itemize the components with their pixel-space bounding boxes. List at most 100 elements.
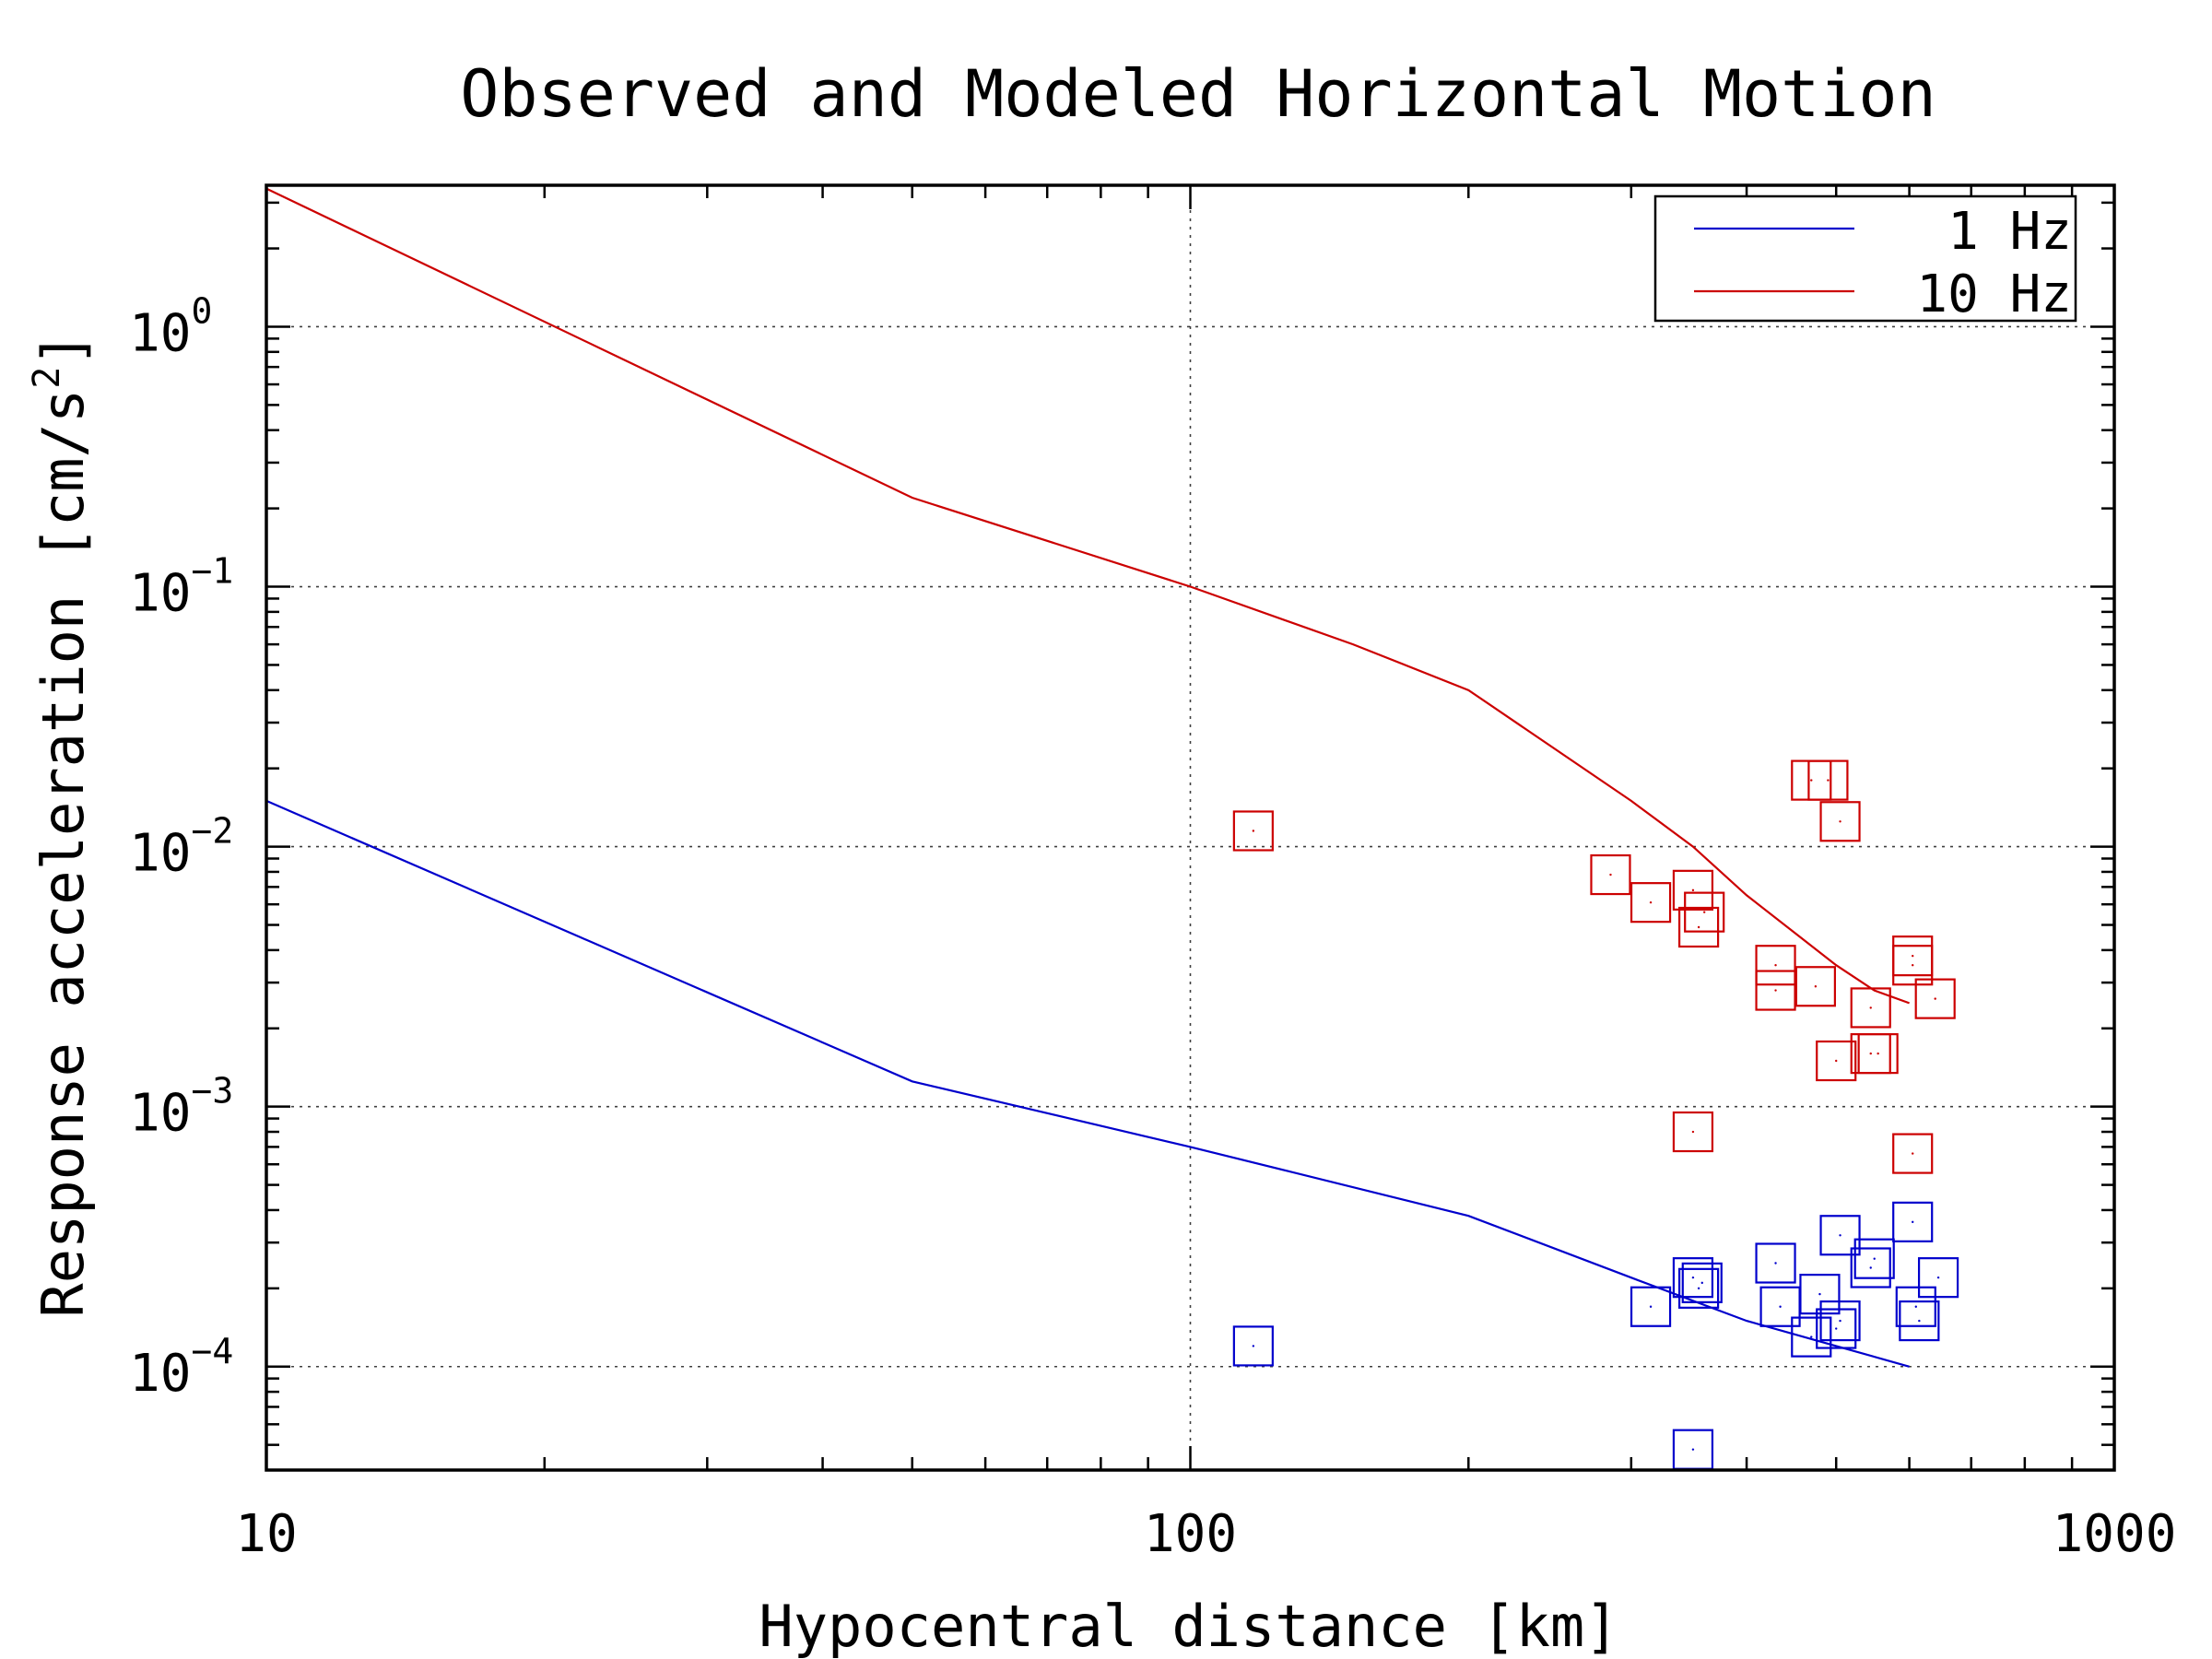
y-axis-label-exponent: 2 [26,367,68,389]
legend: 1 Hz 10 Hz [1653,194,2077,324]
observed-point-center-10hz [1702,911,1706,913]
x-tick-label: 10 [235,1504,297,1564]
observed-point-center-10hz [1252,830,1255,832]
observed-point-center-10hz [1691,888,1695,892]
observed-point-10hz [1816,1040,1857,1082]
legend-label-1hz: 1 Hz [1947,202,2072,262]
observed-point-1hz [1853,1238,1895,1279]
y-tick-base: 10 [129,564,191,624]
observed-point-center-10hz [1774,989,1777,992]
observed-point-10hz [1819,801,1861,842]
observed-point-10hz [1232,810,1274,852]
series-layer [265,187,1959,1470]
y-tick-exponent: 0 [191,290,212,331]
y-tick-exponent: −2 [191,811,233,852]
x-tick-label: 100 [1144,1504,1237,1564]
observed-point-1hz [1232,1325,1274,1367]
observed-point-center-1hz [1810,1335,1813,1338]
observed-point-center-1hz [1649,1305,1653,1308]
observed-point-center-1hz [1839,1234,1841,1237]
observed-point-center-10hz [1912,1152,1914,1155]
observed-point-1hz [1819,1215,1861,1256]
observed-point-center-10hz [1649,900,1653,904]
observed-point-center-10hz [1839,820,1841,823]
observed-point-center-10hz [1877,1052,1879,1055]
observed-point-10hz [1892,945,1934,986]
observed-point-center-1hz [1700,1281,1703,1285]
observed-point-center-1hz [1936,1276,1940,1279]
chart-title: Observed and Modeled Horizontal Motion [460,56,1936,132]
model-line-1hz [265,799,1910,1368]
observed-point-center-1hz [1912,1220,1914,1224]
x-tick-labels: 10 100 1000 [235,1504,2176,1564]
observed-point-1hz [1672,1257,1714,1299]
y-tick-base: 10 [129,1084,191,1144]
observed-point-10hz [1850,987,1891,1029]
observed-point-center-10hz [1934,997,1936,1000]
observed-point-center-1hz [1691,1448,1695,1451]
observed-point-10hz [1892,1133,1934,1174]
observed-point-center-10hz [1697,925,1700,929]
observed-point-1hz [1819,1300,1861,1342]
model-line-10hz [265,187,1910,1005]
observed-point-center-1hz [1839,1319,1841,1323]
y-tick-label: 10−1 [129,551,233,624]
observed-point-10hz [1678,906,1720,948]
y-axis-label-base: Response acceleration [cm/s [29,389,97,1318]
observed-point-1hz [1895,1286,1936,1327]
observed-point-1hz [1816,1308,1857,1349]
observed-point-center-1hz [1697,1287,1700,1290]
observed-point-10hz [1914,978,1956,1019]
observed-point-1hz [1917,1257,1959,1299]
y-tick-label: 100 [129,290,212,363]
y-tick-label: 10−4 [129,1331,233,1404]
observed-point-center-10hz [1869,1052,1872,1055]
y-tick-exponent: −3 [191,1071,233,1112]
observed-point-center-10hz [1912,954,1914,958]
observed-point-center-10hz [1691,1130,1695,1134]
y-tick-label: 10−3 [129,1071,233,1144]
legend-label-10hz: 10 Hz [1916,265,2072,324]
observed-point-10hz [1807,759,1849,801]
observed-point-center-10hz [1912,964,1914,967]
y-axis-label-close: ] [29,332,97,366]
y-tick-base: 10 [129,303,191,363]
observed-point-1hz [1892,1201,1934,1242]
y-tick-base: 10 [129,1344,191,1404]
observed-point-center-10hz [1827,779,1830,782]
grid [266,185,2114,1470]
observed-point-1hz [1630,1286,1672,1327]
observed-point-center-1hz [1869,1266,1872,1269]
observed-point-center-1hz [1774,1262,1777,1265]
observed-point-center-1hz [1914,1305,1917,1308]
observed-point-1hz [1850,1247,1891,1288]
observed-point-1hz [1755,1242,1796,1284]
y-axis-label: Response acceleration [cm/s2] [26,332,97,1317]
observed-point-1hz [1791,1316,1832,1358]
observed-point-10hz [1590,853,1631,896]
observed-point-center-10hz [1814,985,1818,988]
observed-point-center-10hz [1810,779,1813,782]
x-axis-label: Hypocentral distance [km] [759,1593,1618,1659]
observed-point-10hz [1755,970,1796,1011]
x-tick-label: 1000 [2053,1504,2177,1564]
observed-point-1hz [1678,1267,1720,1309]
observed-point-10hz [1672,869,1714,911]
axis-ticks [265,185,2114,1472]
legend-box [1653,194,2077,323]
observed-point-center-1hz [1252,1345,1255,1347]
observed-point-1hz [1681,1262,1723,1303]
observed-point-center-1hz [1818,1292,1821,1296]
observed-point-center-10hz [1869,1006,1872,1009]
observed-point-center-1hz [1873,1257,1876,1260]
observed-point-center-1hz [1691,1276,1695,1279]
observed-point-center-1hz [1779,1305,1782,1308]
observed-point-10hz [1794,966,1836,1007]
observed-point-10hz [1672,1111,1714,1153]
y-tick-exponent: −4 [191,1331,233,1371]
observed-point-center-10hz [1609,873,1612,877]
y-tick-base: 10 [129,824,191,884]
observed-point-1hz [1799,1274,1841,1315]
observed-point-center-1hz [1918,1319,1921,1323]
